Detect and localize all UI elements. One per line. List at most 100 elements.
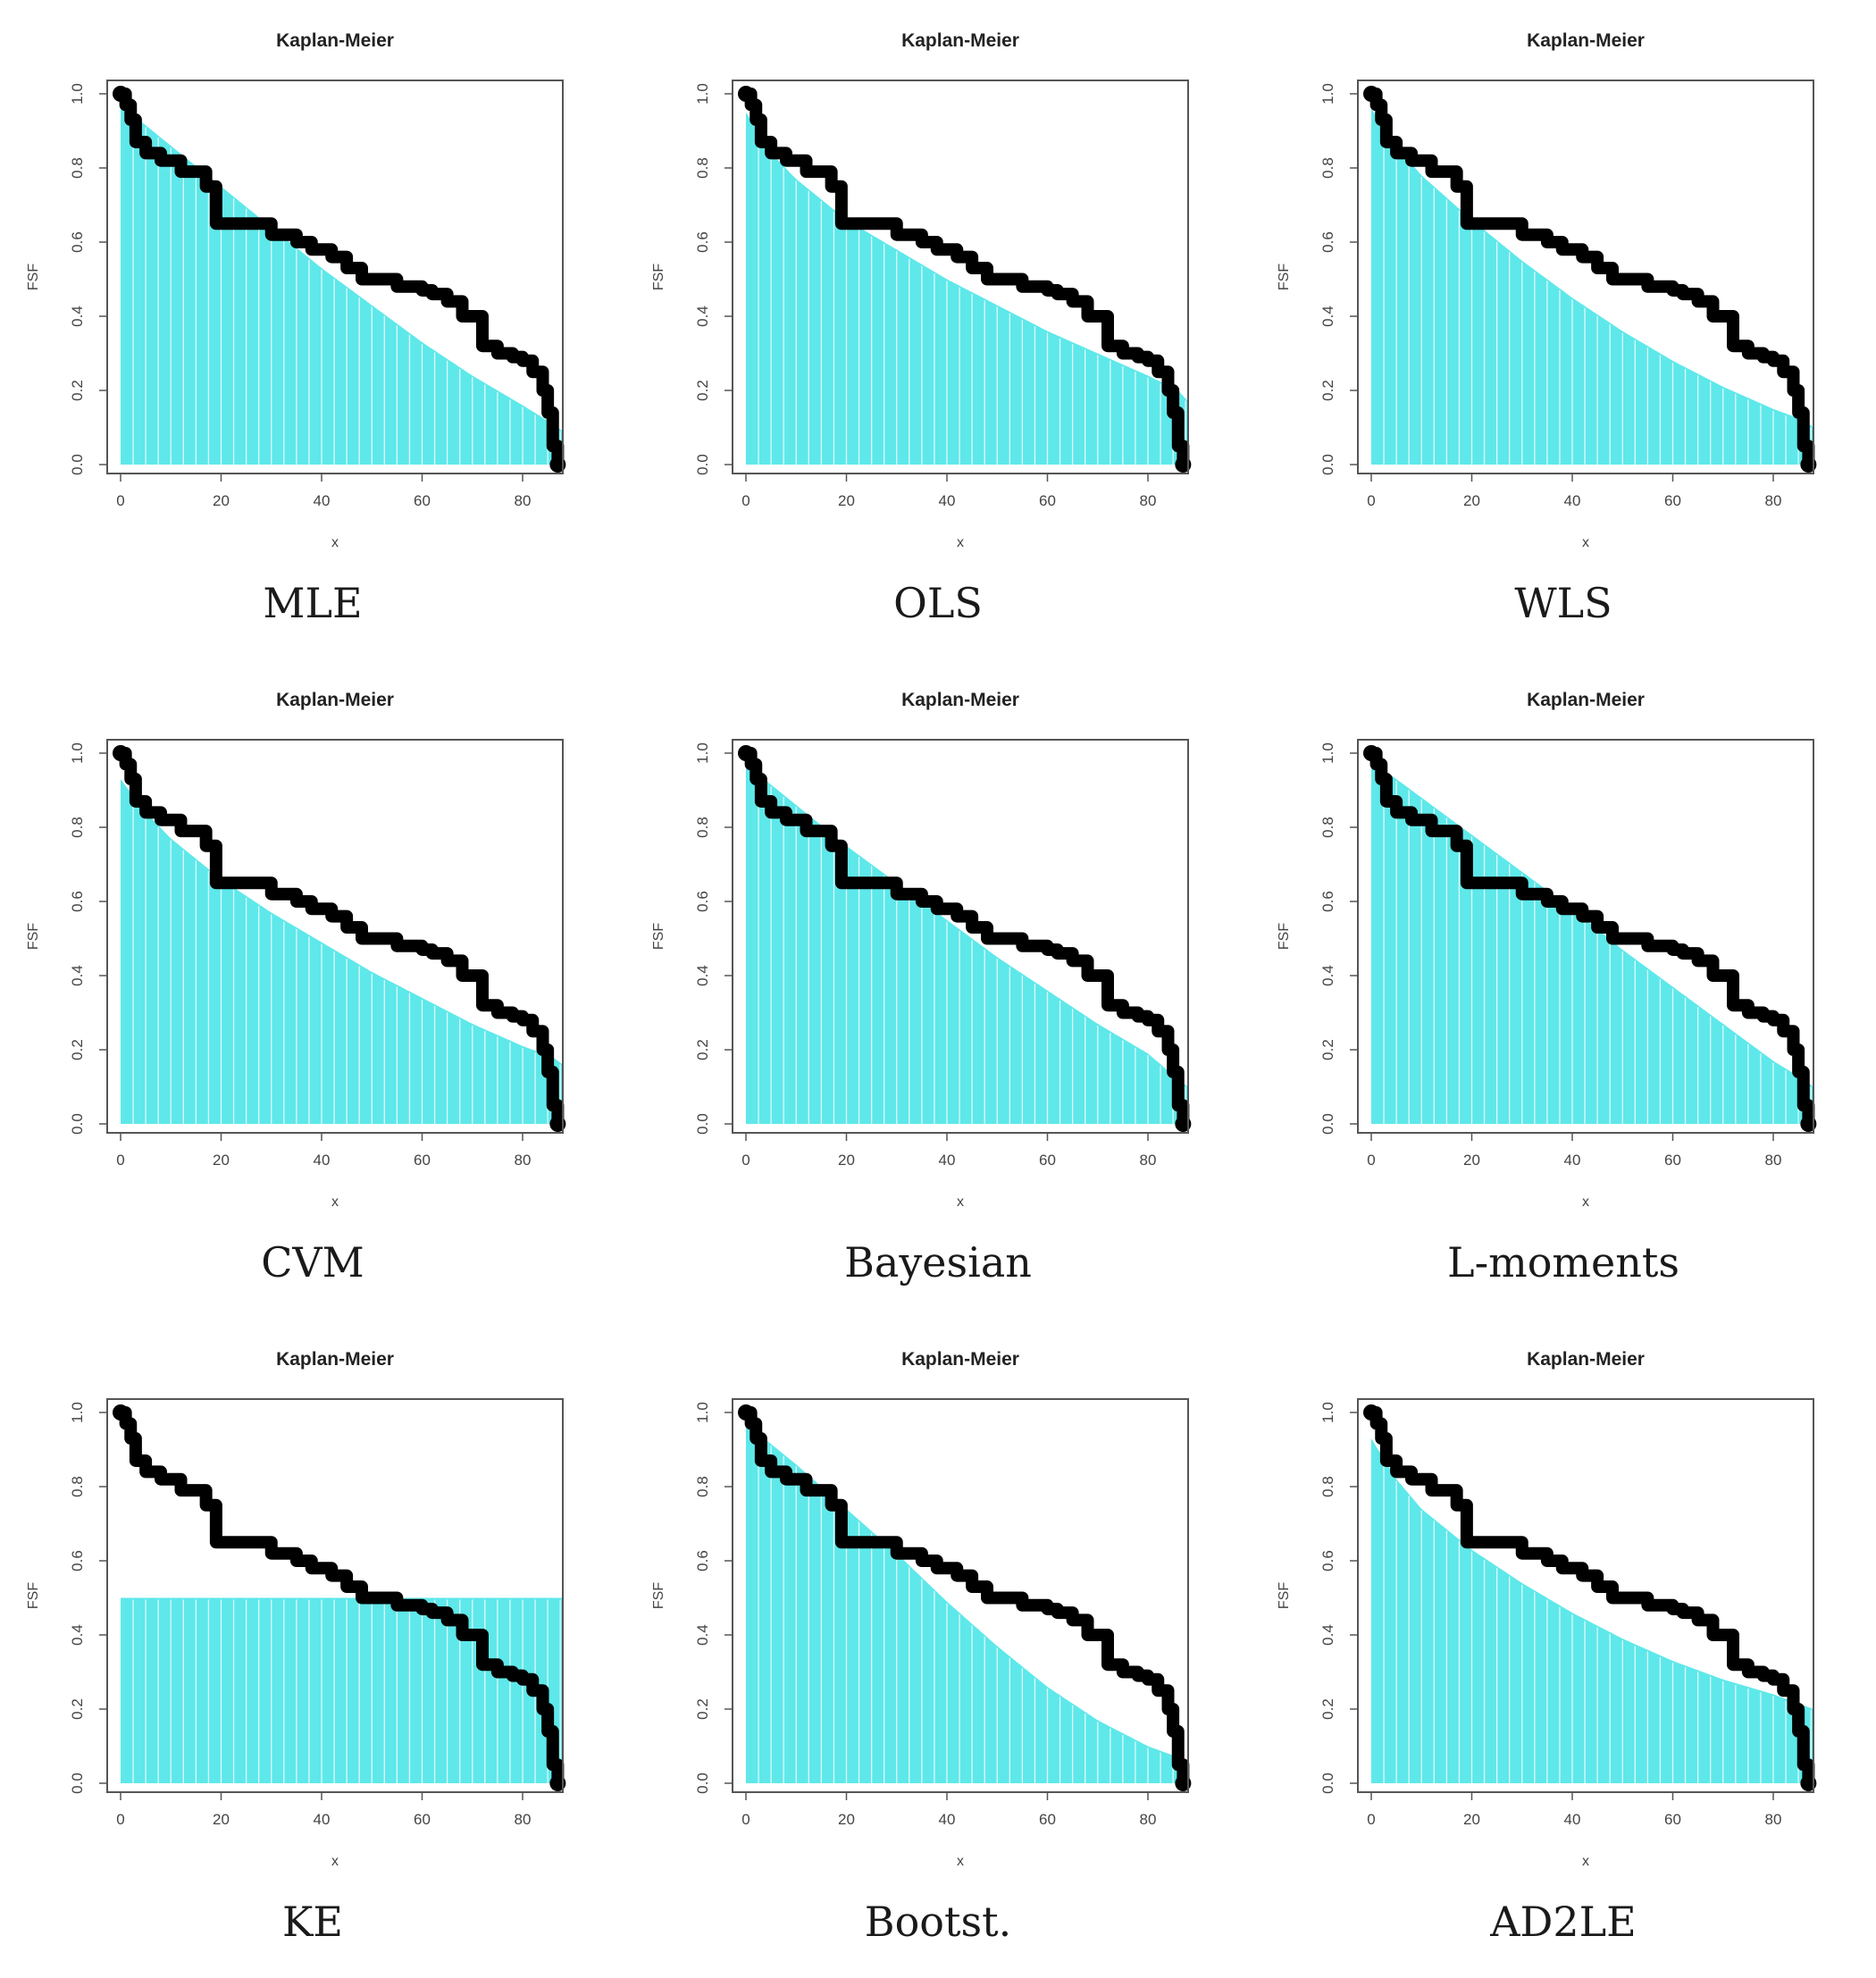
y-tick-label: 1.0	[69, 1402, 86, 1423]
chart-svg: Kaplan-Meier 0 20 40 60 80 0.0 0.2 0.4 0.6 0.8 1.0 x…	[651, 1349, 1192, 1869]
km-start-point	[738, 1404, 754, 1421]
x-axis-label: x	[957, 535, 964, 550]
y-tick-label: 0.0	[694, 1113, 711, 1135]
x-tick-label: 60	[1664, 1811, 1681, 1828]
x-tick-label: 20	[213, 492, 230, 509]
x-tick-label: 40	[939, 492, 956, 509]
x-tick-label: 80	[1765, 1152, 1782, 1169]
y-tick-label: 1.0	[1319, 742, 1336, 764]
y-tick-label: 1.0	[1319, 83, 1336, 105]
x-axis-label: x	[957, 1854, 964, 1869]
x-tick-label: 60	[414, 492, 431, 509]
y-axis-label: FSF	[651, 923, 666, 950]
chart-svg: Kaplan-Meier 0 20 40 60 80 0.0 0.2 0.4 0.6 0.8 1.0 x…	[1277, 690, 1817, 1210]
x-tick-label: 60	[1039, 1152, 1056, 1169]
x-tick-label: 20	[1463, 492, 1480, 509]
chart-title: Kaplan-Meier	[276, 690, 394, 710]
chart-panel: Kaplan-Meier 0 20 40 60 80 0.0 0.2 0.4 0.6 0.8 1.0 x…	[0, 0, 625, 659]
y-tick-label: 0.8	[694, 157, 711, 179]
x-tick-label: 40	[939, 1152, 956, 1169]
y-tick-label: 0.4	[694, 306, 711, 327]
y-tick-label: 0.6	[694, 891, 711, 912]
chart-title: Kaplan-Meier	[1527, 30, 1645, 51]
y-tick-label: 0.8	[1319, 157, 1336, 179]
x-tick-label: 0	[116, 492, 124, 509]
fitted-survival-area	[121, 1597, 563, 1783]
y-axis-label: FSF	[1277, 1582, 1292, 1609]
kaplan-meier-curve	[1365, 747, 1815, 1130]
y-tick-label: 0.6	[1319, 891, 1336, 912]
x-tick-label: 0	[1367, 1811, 1375, 1828]
fitted-survival-area	[746, 112, 1188, 465]
km-end-point	[549, 1775, 566, 1791]
x-axis-label: x	[1582, 1854, 1589, 1869]
chart-svg: Kaplan-Meier 0 20 40 60 80 0.0 0.2 0.4 0.6 0.8 1.0 x…	[651, 30, 1192, 550]
method-caption: CVM	[261, 1238, 364, 1287]
y-tick-label: 0.2	[694, 380, 711, 401]
fitted-survival-area	[121, 105, 563, 465]
km-end-point	[549, 457, 566, 473]
km-start-point	[113, 1404, 129, 1421]
fitted-survival-area	[1371, 108, 1813, 465]
km-start-point	[1363, 1404, 1379, 1421]
y-tick-label: 0.4	[694, 965, 711, 986]
method-caption: MLE	[263, 579, 363, 627]
plot-frame	[732, 1398, 1189, 1793]
y-tick-label: 0.0	[1319, 1773, 1336, 1794]
x-tick-label: 20	[1463, 1811, 1480, 1828]
y-tick-label: 0.0	[69, 454, 86, 475]
y-tick-label: 0.2	[69, 1698, 86, 1720]
x-tick-label: 20	[213, 1152, 230, 1169]
method-caption: L-moments	[1447, 1238, 1679, 1287]
method-caption: WLS	[1514, 579, 1612, 627]
plot-frame	[106, 80, 564, 474]
x-tick-label: 20	[838, 492, 855, 509]
y-tick-label: 1.0	[694, 1402, 711, 1423]
chart-panel: Kaplan-Meier 0 20 40 60 80 0.0 0.2 0.4 0.6 0.8 1.0 x…	[625, 659, 1251, 1319]
chart-svg: Kaplan-Meier 0 20 40 60 80 0.0 0.2 0.4 0.6 0.8 1.0 x…	[26, 30, 566, 550]
kaplan-meier-curve	[740, 747, 1190, 1130]
km-end-point	[1175, 457, 1192, 473]
km-start-point	[113, 745, 129, 761]
y-axis-label: FSF	[26, 1582, 41, 1609]
kaplan-meier-curve	[114, 88, 565, 471]
x-tick-label: 0	[741, 492, 750, 509]
x-tick-label: 0	[116, 1811, 124, 1828]
x-tick-label: 60	[1039, 1811, 1056, 1828]
km-end-point	[1800, 1775, 1817, 1791]
x-tick-label: 60	[1664, 1152, 1681, 1169]
y-axis-label: FSF	[1277, 264, 1292, 290]
x-tick-label: 40	[314, 492, 331, 509]
chart-title: Kaplan-Meier	[1527, 690, 1645, 710]
y-tick-label: 1.0	[694, 83, 711, 105]
y-tick-label: 0.2	[1319, 1698, 1336, 1720]
plot-frame	[1357, 1398, 1814, 1793]
x-tick-label: 40	[314, 1811, 331, 1828]
x-tick-label: 60	[1039, 492, 1056, 509]
kaplan-meier-curve	[114, 1406, 565, 1789]
y-tick-label: 0.4	[1319, 1624, 1336, 1646]
y-tick-label: 0.4	[1319, 965, 1336, 986]
km-end-point	[1800, 1116, 1817, 1132]
x-axis-label: x	[1582, 1194, 1589, 1210]
x-tick-label: 80	[515, 1811, 532, 1828]
x-tick-label: 80	[1140, 1152, 1157, 1169]
y-tick-label: 0.2	[694, 1698, 711, 1720]
y-tick-label: 0.8	[69, 817, 86, 838]
y-tick-label: 0.6	[69, 891, 86, 912]
plot-frame	[732, 739, 1189, 1134]
chart-panel: Kaplan-Meier 0 20 40 60 80 0.0 0.2 0.4 0.6 0.8 1.0 x…	[1251, 1319, 1876, 1978]
km-start-point	[1363, 86, 1379, 102]
chart-title: Kaplan-Meier	[276, 30, 394, 51]
y-tick-label: 0.8	[69, 1476, 86, 1497]
km-end-point	[1175, 1775, 1192, 1791]
x-axis-label: x	[331, 1854, 339, 1869]
y-tick-label: 0.0	[69, 1113, 86, 1135]
y-tick-label: 1.0	[69, 742, 86, 764]
chart-title: Kaplan-Meier	[901, 1349, 1019, 1370]
km-end-point	[1175, 1116, 1192, 1132]
x-tick-label: 40	[314, 1152, 331, 1169]
y-axis-label: FSF	[26, 264, 41, 290]
km-end-point	[549, 1116, 566, 1132]
y-tick-label: 0.6	[1319, 231, 1336, 253]
